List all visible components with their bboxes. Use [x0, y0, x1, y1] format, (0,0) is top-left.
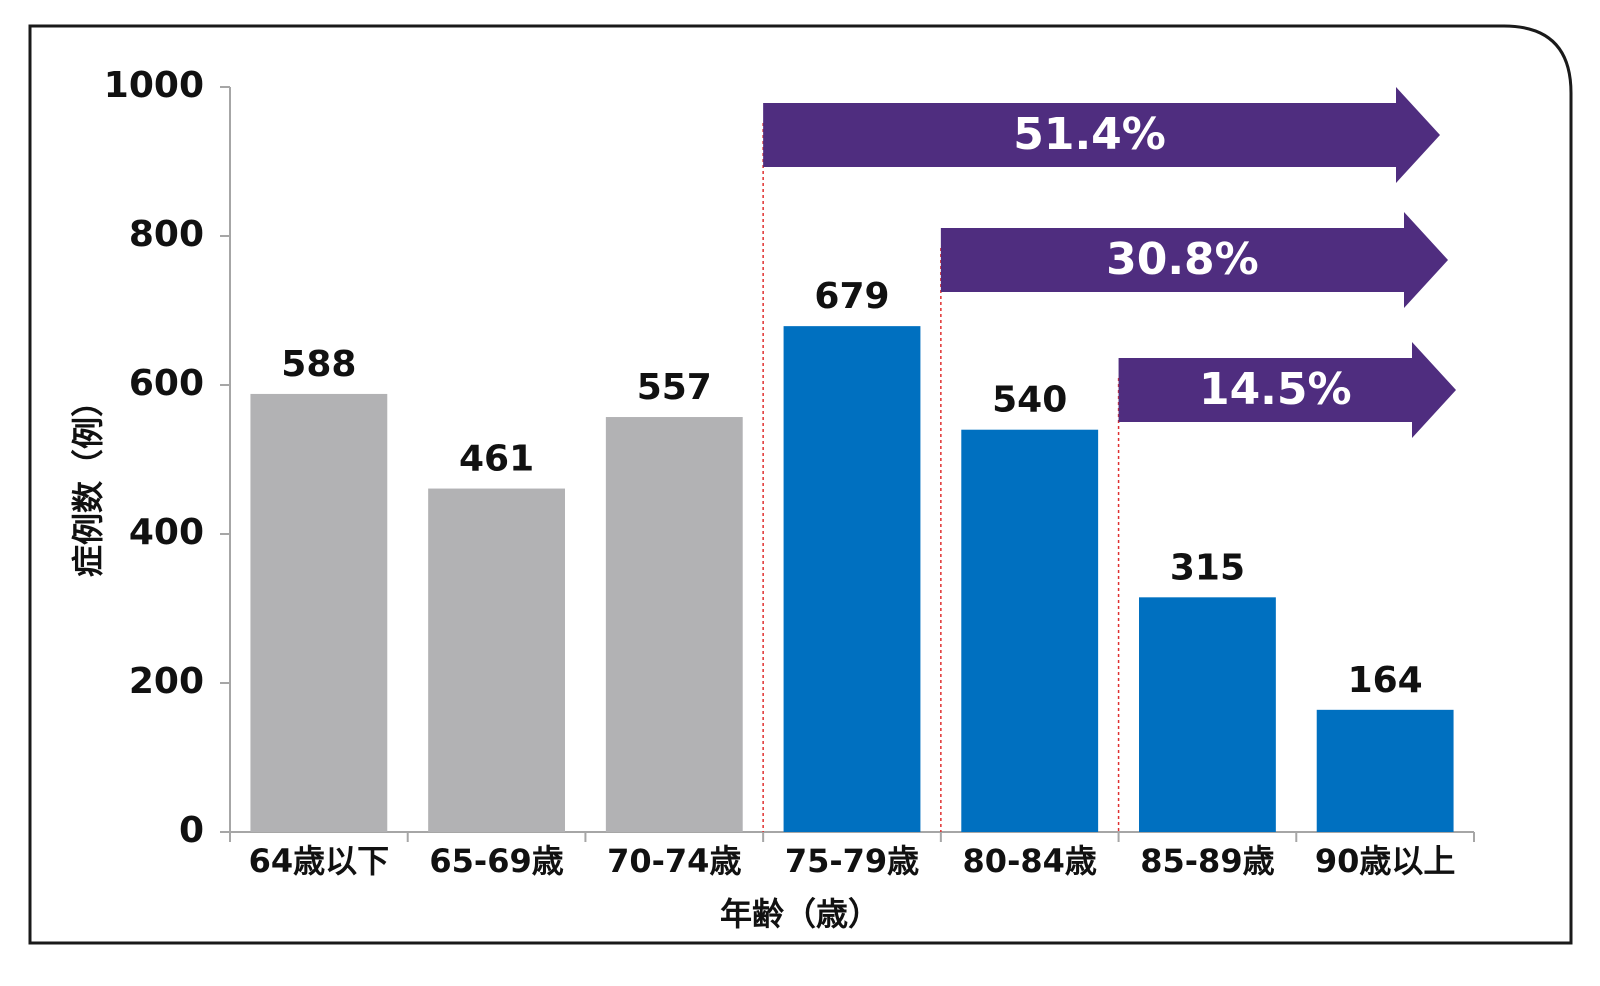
data-label: 588 — [281, 344, 356, 385]
data-label: 557 — [637, 367, 712, 408]
bar-chart: 0 200 400 600 800 1000 64歳以下 65-69歳 70-74歳 75-79歳… — [28, 24, 1573, 945]
x-tick-label: 75-79歳 — [785, 842, 919, 880]
bar — [783, 326, 921, 832]
x-tick-label: 85-89歳 — [1140, 842, 1274, 880]
bar — [1316, 709, 1454, 832]
x-tick-label: 70-74歳 — [607, 842, 741, 880]
x-tick-label: 65-69歳 — [429, 842, 563, 880]
data-label: 461 — [459, 439, 534, 480]
x-tick-label: 64歳以下 — [249, 842, 390, 880]
x-tick-label: 90歳以上 — [1315, 842, 1456, 880]
x-tick-label: 80-84歳 — [963, 842, 1097, 880]
y-tick-label: 400 — [129, 512, 204, 553]
data-label: 679 — [814, 276, 889, 317]
y-tick-label: 200 — [129, 661, 204, 702]
annotations: 51.4% 30.8% 14.5% — [762, 87, 1456, 832]
y-tick-label: 0 — [179, 810, 204, 851]
data-label: 540 — [992, 380, 1067, 421]
x-axis-title: 年齢（歳） — [720, 895, 880, 933]
bar — [1139, 597, 1276, 832]
bar — [961, 429, 1099, 832]
y-tick-label: 1000 — [104, 65, 204, 106]
y-axis-title: 症例数（例） — [69, 385, 107, 577]
bar — [250, 393, 388, 832]
share-label: 30.8% — [1106, 234, 1259, 285]
y-tick-label: 600 — [129, 363, 204, 404]
data-label: 164 — [1348, 660, 1423, 701]
bar — [605, 417, 743, 832]
share-arrow — [940, 212, 1448, 308]
share-arrow — [1118, 342, 1456, 438]
share-label: 14.5% — [1199, 364, 1352, 415]
bar — [428, 488, 565, 832]
data-label: 315 — [1170, 547, 1245, 588]
bars: 588 461 557 679 540 315 164 — [250, 276, 1454, 832]
share-label: 51.4% — [1013, 109, 1166, 160]
axes: 0 200 400 600 800 1000 64歳以下 65-69歳 70-74歳 75-79歳… — [104, 65, 1475, 880]
chart-frame: 0 200 400 600 800 1000 64歳以下 65-69歳 70-74歳 75-79歳… — [28, 24, 1574, 974]
y-tick-label: 800 — [129, 214, 204, 255]
share-arrow — [763, 87, 1440, 183]
